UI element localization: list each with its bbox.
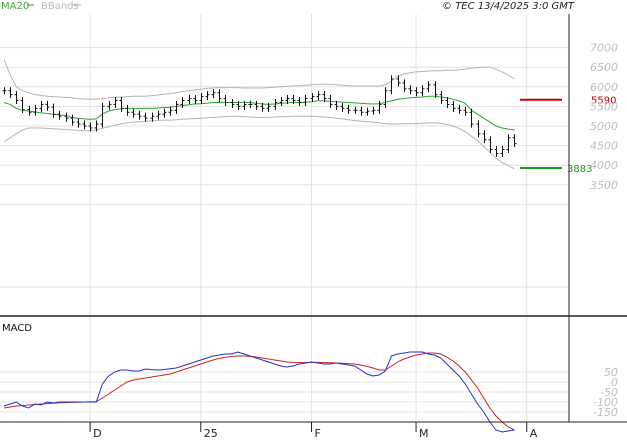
macd-lines (3, 351, 515, 433)
macd-title: MACD (2, 323, 32, 334)
legend-ma20: MA20 (1, 1, 29, 12)
macd-y-tick-label: 0 (611, 376, 618, 389)
moving-average (3, 95, 515, 131)
x-tick-label: A (530, 427, 538, 440)
ma20-line (3, 95, 515, 131)
macd-y-tick-label: 50 (604, 366, 618, 379)
legend-bbands: BBands (41, 1, 79, 12)
resistance-level-label: 5590 (591, 96, 616, 107)
price-bars (2, 75, 517, 157)
copyright-label: © TEC 13/4/2025 3:0 GMT (442, 1, 575, 12)
price-levels: 5590 3883 (520, 96, 616, 175)
bb-lower-line (3, 115, 515, 170)
y-tick-label: 4500 (590, 140, 618, 153)
y-tick-label: 4000 (590, 159, 618, 172)
grid-lines (0, 14, 569, 422)
bb-upper-line (3, 59, 515, 100)
x-axis-labels: D 25 F M A (89, 422, 538, 440)
y-tick-label: 5000 (590, 120, 618, 133)
y-tick-label: 6500 (590, 61, 618, 74)
macd-y-tick-label: -100 (593, 396, 618, 409)
y-axis-labels: 70006500600055005000450040003500500-50-1… (590, 42, 618, 419)
y-tick-label: 3500 (590, 179, 618, 192)
y-tick-label: 6000 (590, 81, 618, 94)
macd-line (3, 351, 515, 433)
macd-y-tick-label: -50 (600, 386, 618, 399)
chart-frame (0, 14, 627, 423)
bollinger-bands (3, 59, 515, 170)
x-tick-label: D (93, 427, 101, 440)
y-tick-label: 5500 (590, 100, 618, 113)
macd-y-tick-label: -150 (593, 406, 618, 419)
x-tick-label: 25 (204, 427, 218, 440)
y-tick-label: 7000 (590, 42, 618, 55)
x-tick-label: F (315, 427, 321, 440)
support-level-label: 3883 (567, 164, 592, 175)
x-tick-label: M (419, 427, 429, 440)
